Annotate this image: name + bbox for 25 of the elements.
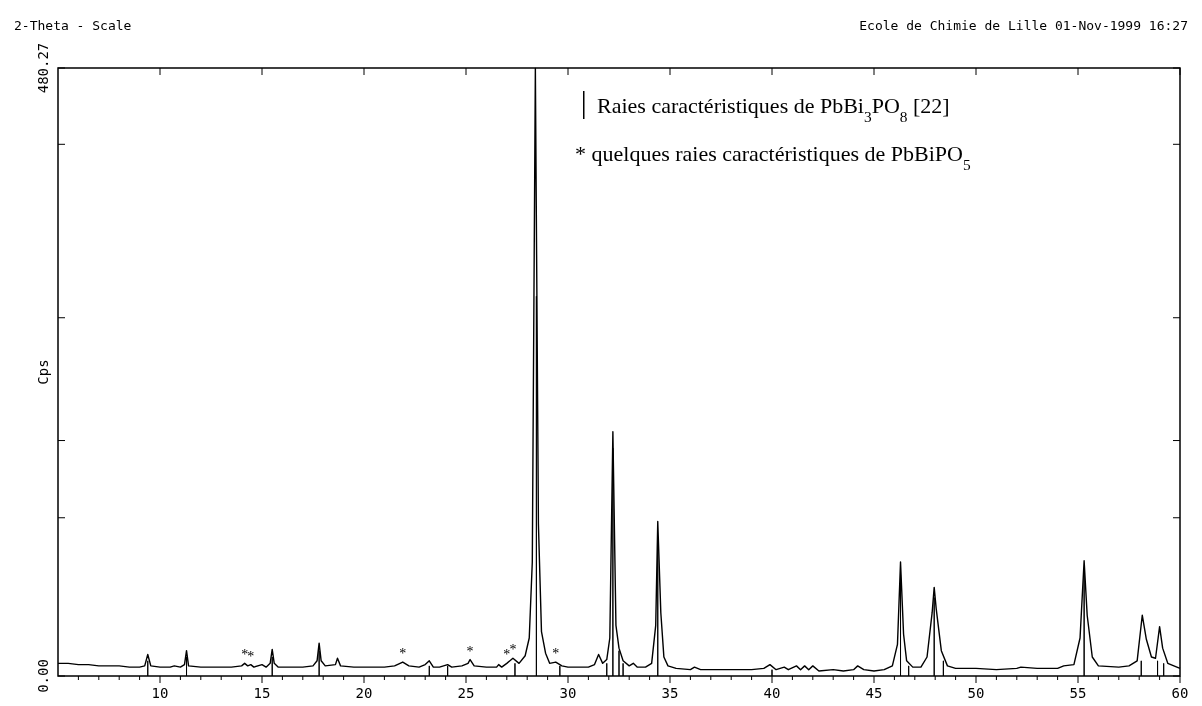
annotation: * [466, 643, 474, 659]
x-tick-label: 50 [967, 685, 985, 701]
annotation: * [241, 647, 249, 663]
x-tick-label: 35 [661, 685, 679, 701]
y-tick-label: 0.00 [35, 659, 51, 693]
x-tick-label: 55 [1069, 685, 1087, 701]
y-tick-label: 480.27 [35, 42, 51, 94]
x-tick-label: 60 [1171, 685, 1189, 701]
x-tick-label: 25 [457, 685, 475, 701]
x-tick-label: 20 [355, 685, 373, 701]
annotation: * [399, 646, 407, 662]
x-tick-label: 10 [151, 685, 169, 701]
annotation: * [503, 647, 511, 663]
x-tick-label: 45 [865, 685, 883, 701]
annotation: * [247, 648, 255, 664]
annotation: * quelques raies caractéristiques de PbBiPO$_{5}$ [575, 141, 971, 173]
y-axis-title: Cps [35, 359, 51, 385]
x-tick-label: 15 [253, 685, 271, 701]
x-tick-label: 40 [763, 685, 781, 701]
x-axis-title: 2-Theta - Scale [14, 18, 132, 33]
annotation: * [509, 642, 517, 658]
x-tick-label: 30 [559, 685, 577, 701]
annotation: * [552, 646, 560, 662]
text: Ecole de Chimie de Lille 01-Nov-1999 16:27 [859, 18, 1188, 33]
legend-label: Raies caractéristiques de PbBi$_{3}$PO$_{8}$ [22] [597, 93, 950, 125]
